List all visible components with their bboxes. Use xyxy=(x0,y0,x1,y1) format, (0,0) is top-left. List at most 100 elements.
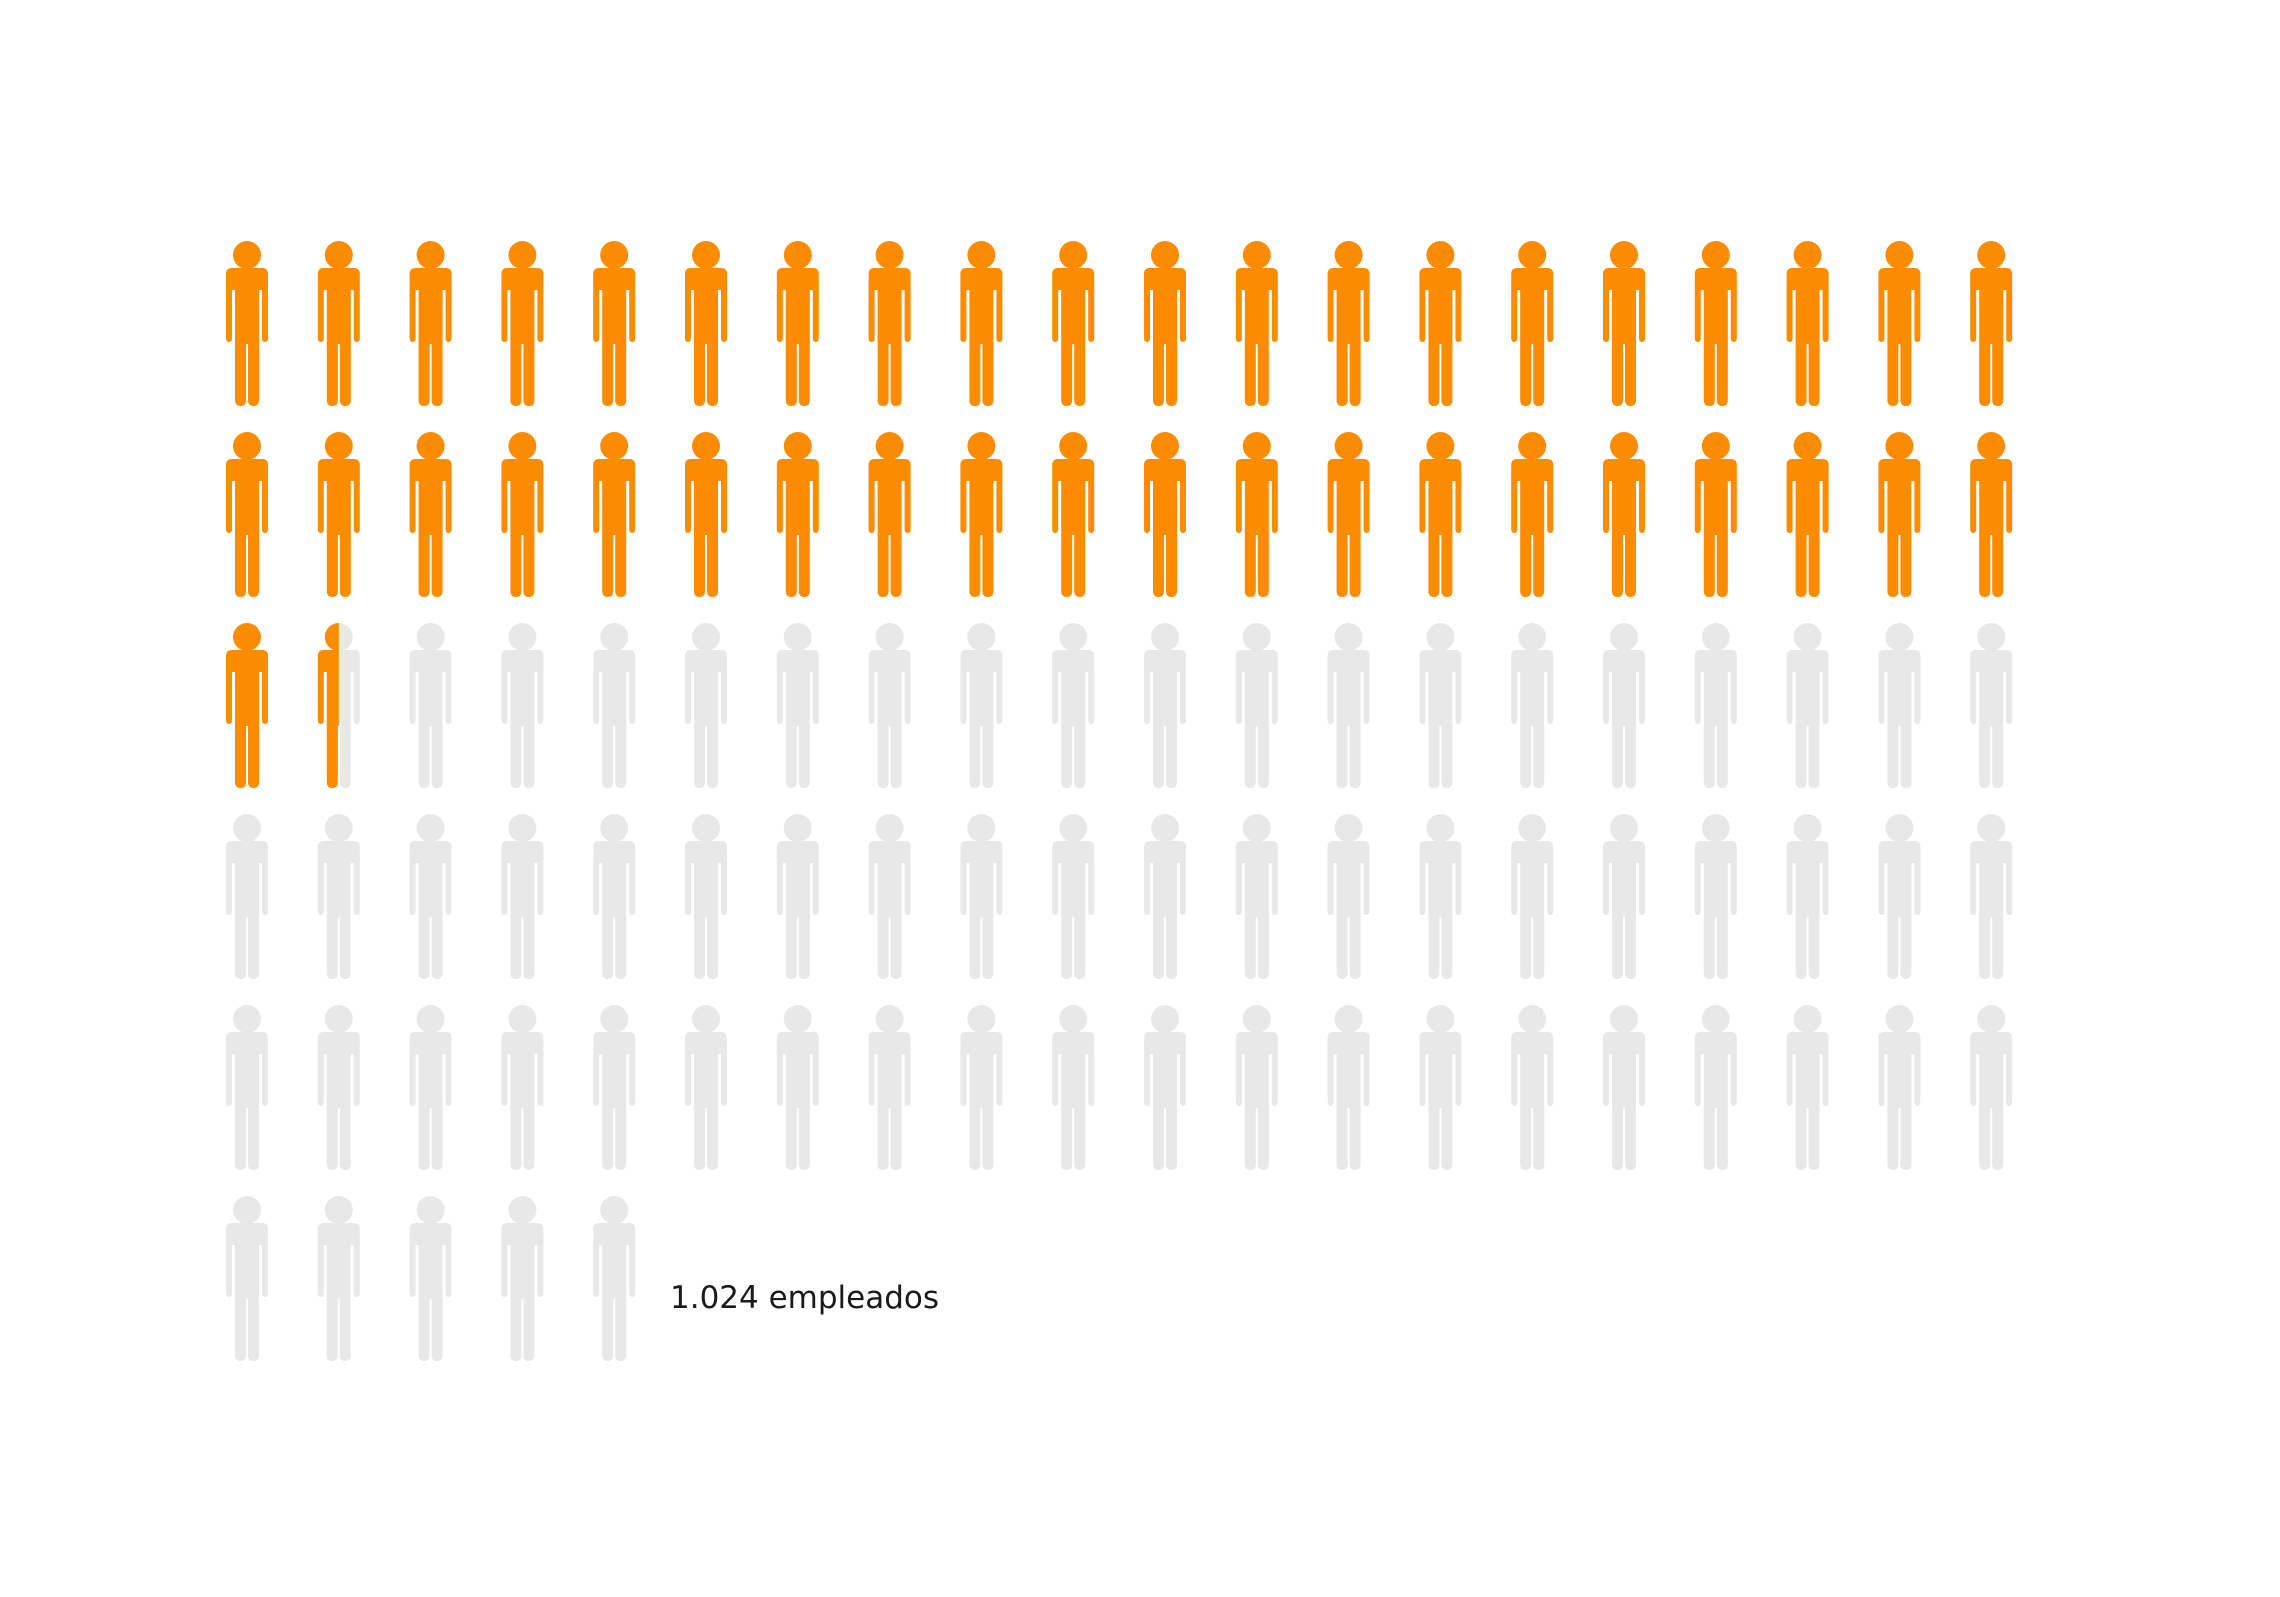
person-icon xyxy=(593,1005,635,1170)
person-icon xyxy=(777,432,819,597)
person-icon xyxy=(960,432,1002,597)
person-icon xyxy=(1328,241,1370,406)
person-icon xyxy=(318,1005,360,1170)
person-icon xyxy=(1052,432,1094,597)
person-icon xyxy=(1787,1005,1829,1170)
person-icon xyxy=(1419,432,1461,597)
person-icon xyxy=(1052,623,1094,788)
person-icon xyxy=(1052,814,1094,979)
person-icon xyxy=(1970,432,2012,597)
person-icon xyxy=(1236,241,1278,406)
person-icon xyxy=(226,814,268,979)
person-icon xyxy=(960,814,1002,979)
person-icon xyxy=(226,1005,268,1170)
person-icon xyxy=(1144,623,1186,788)
person-icon xyxy=(1878,241,1920,406)
person-icon xyxy=(226,1196,268,1361)
person-icon xyxy=(1052,241,1094,406)
person-icon xyxy=(410,241,452,406)
person-icon xyxy=(1695,1005,1737,1170)
person-icon xyxy=(318,814,360,979)
person-icon xyxy=(1419,1005,1461,1170)
person-icon xyxy=(318,623,360,788)
person-icon xyxy=(1236,623,1278,788)
person-icon xyxy=(1603,432,1645,597)
person-icon xyxy=(1511,623,1553,788)
person-icon xyxy=(410,814,452,979)
person-icon xyxy=(1328,432,1370,597)
person-icon xyxy=(593,1196,635,1361)
person-icon xyxy=(501,432,543,597)
person-icon xyxy=(1970,241,2012,406)
person-icon xyxy=(1970,814,2012,979)
person-icon xyxy=(1878,814,1920,979)
person-icon xyxy=(1328,623,1370,788)
person-icon xyxy=(1787,432,1829,597)
person-icon xyxy=(1787,241,1829,406)
person-icon xyxy=(685,623,727,788)
person-icon xyxy=(777,1005,819,1170)
person-icon xyxy=(685,1005,727,1170)
person-icon xyxy=(226,623,268,788)
person-icon xyxy=(1419,814,1461,979)
person-icon xyxy=(501,1005,543,1170)
person-icon xyxy=(1328,814,1370,979)
person-icon xyxy=(1419,241,1461,406)
person-icon xyxy=(1695,623,1737,788)
person-icon xyxy=(1878,623,1920,788)
person-icon xyxy=(1511,241,1553,406)
person-icon xyxy=(685,814,727,979)
person-icon xyxy=(1695,814,1737,979)
person-icon xyxy=(226,432,268,597)
person-icon xyxy=(1603,1005,1645,1170)
person-icon xyxy=(777,241,819,406)
person-icon xyxy=(1787,814,1829,979)
person-icon xyxy=(593,432,635,597)
person-icon xyxy=(869,814,911,979)
person-icon xyxy=(777,814,819,979)
person-icon xyxy=(501,623,543,788)
person-icon xyxy=(869,241,911,406)
person-icon xyxy=(1328,1005,1370,1170)
person-icon xyxy=(1144,432,1186,597)
person-icon xyxy=(869,623,911,788)
person-icon xyxy=(410,432,452,597)
icon-grid xyxy=(226,241,2012,1361)
person-icon xyxy=(1419,623,1461,788)
person-icon xyxy=(501,814,543,979)
person-icon xyxy=(1970,623,2012,788)
person-icon xyxy=(226,241,268,406)
person-icon xyxy=(1511,432,1553,597)
person-icon xyxy=(869,1005,911,1170)
person-icon xyxy=(777,623,819,788)
person-icon xyxy=(593,241,635,406)
person-icon xyxy=(1511,1005,1553,1170)
person-icon xyxy=(410,1005,452,1170)
person-icon xyxy=(1144,1005,1186,1170)
person-icon xyxy=(1052,1005,1094,1170)
person-icon xyxy=(1144,814,1186,979)
person-icon xyxy=(501,241,543,406)
person-icon xyxy=(593,623,635,788)
person-icon xyxy=(1878,1005,1920,1170)
person-icon xyxy=(1878,432,1920,597)
person-icon xyxy=(593,814,635,979)
person-icon xyxy=(501,1196,543,1361)
person-icon xyxy=(960,623,1002,788)
person-icon xyxy=(318,1196,360,1361)
person-icon xyxy=(1695,241,1737,406)
person-icon xyxy=(410,623,452,788)
person-icon xyxy=(685,241,727,406)
person-icon xyxy=(960,241,1002,406)
person-icon xyxy=(1511,814,1553,979)
person-icon xyxy=(869,432,911,597)
person-icon xyxy=(1236,1005,1278,1170)
person-icon xyxy=(1787,623,1829,788)
person-icon xyxy=(1144,241,1186,406)
person-icon xyxy=(1695,432,1737,597)
person-icon xyxy=(1603,814,1645,979)
person-icon xyxy=(1603,623,1645,788)
person-icon xyxy=(1603,241,1645,406)
total-label: 1.024 empleados xyxy=(670,1280,939,1316)
